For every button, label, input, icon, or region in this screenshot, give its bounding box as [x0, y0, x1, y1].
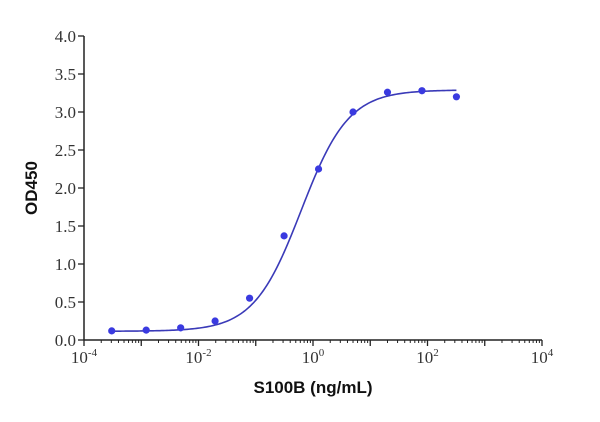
x-tick-label: 104 — [531, 347, 554, 367]
y-tick-label: 0.0 — [55, 331, 76, 350]
y-tick-label: 1.0 — [55, 255, 76, 274]
data-point — [383, 88, 392, 96]
x-tick-label: 10-2 — [185, 347, 211, 367]
data-point — [452, 93, 461, 101]
data-point — [211, 317, 219, 325]
data-point — [108, 327, 116, 335]
data-point — [280, 232, 288, 240]
y-tick-label: 2.5 — [55, 141, 76, 160]
data-point — [177, 324, 185, 332]
y-tick-label: 4.0 — [55, 27, 76, 46]
data-point — [349, 108, 357, 116]
y-tick-label: 0.5 — [55, 293, 76, 312]
data-point — [314, 165, 323, 173]
x-axis-title: S100B (ng/mL) — [253, 378, 372, 397]
y-axis-title: OD450 — [22, 161, 41, 215]
data-point — [142, 326, 150, 334]
y-tick-label: 1.5 — [55, 217, 76, 236]
x-axis: 10-4 10-2 100 102 104 — [71, 339, 554, 367]
y-tick-label: 2.0 — [55, 179, 76, 198]
data-point — [245, 294, 254, 302]
x-tick-label: 10-4 — [71, 347, 98, 367]
data-point — [418, 87, 426, 95]
x-tick-label: 102 — [416, 347, 439, 367]
data-points — [108, 87, 461, 335]
y-axis: 0.0 0.5 1.0 1.5 2.0 2.5 3.0 3.5 4.0 — [55, 27, 85, 350]
y-tick-label: 3.5 — [55, 65, 76, 84]
fit-curve — [111, 89, 457, 332]
x-tick-label: 100 — [302, 347, 325, 367]
y-tick-label: 3.0 — [55, 103, 76, 122]
